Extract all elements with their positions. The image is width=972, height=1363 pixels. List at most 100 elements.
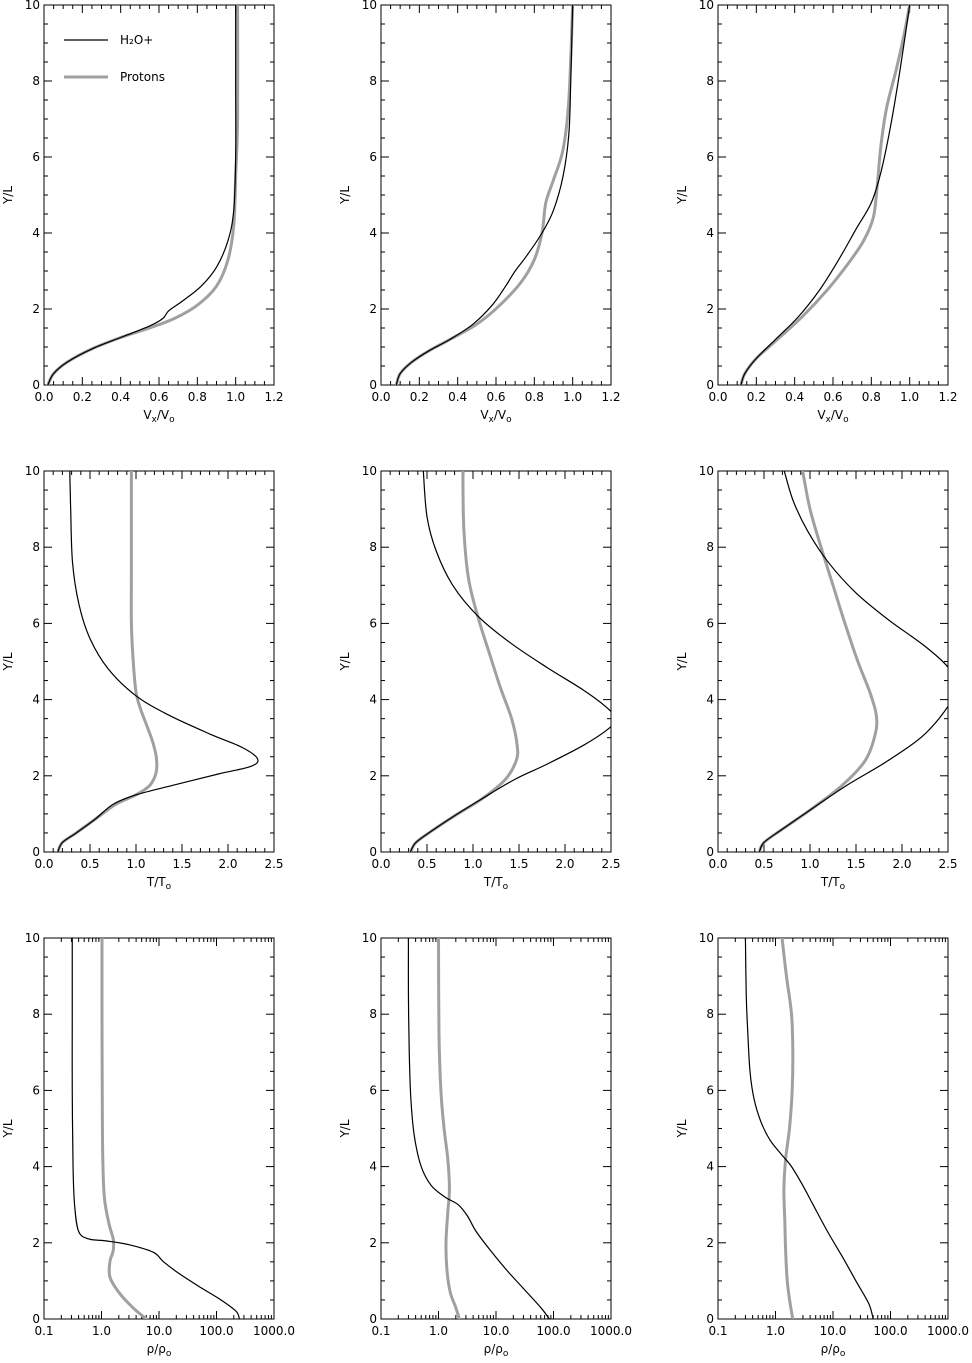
x-tick-label: 10.0 — [483, 1324, 510, 1338]
y-tick-label: 4 — [369, 693, 377, 707]
x-axis-label: Vx/Vo — [480, 408, 512, 425]
y-tick-label: 8 — [32, 540, 40, 554]
legend-label-h2o-plus: H₂O+ — [120, 33, 153, 47]
y-tick-label: 10 — [699, 931, 714, 945]
x-tick-label: 100.0 — [536, 1324, 570, 1338]
x-tick-label: 1.0 — [126, 857, 145, 871]
y-tick-label: 10 — [362, 464, 377, 478]
y-tick-label: 10 — [25, 0, 40, 12]
x-tick-label: 0.1 — [708, 1324, 727, 1338]
x-tick-label: 1.0 — [900, 390, 919, 404]
y-tick-label: 0 — [706, 378, 714, 392]
y-tick-label: 2 — [706, 302, 714, 316]
y-tick-label: 6 — [369, 616, 377, 630]
y-tick-label: 10 — [25, 464, 40, 478]
x-tick-label: 1.2 — [601, 390, 620, 404]
x-tick-label: 1.0 — [463, 857, 482, 871]
y-tick-label: 2 — [369, 769, 377, 783]
x-tick-label: 2.0 — [892, 857, 911, 871]
x-tick-label: 0.6 — [149, 390, 168, 404]
series-line-protons — [757, 471, 879, 852]
x-tick-label: 0.5 — [80, 857, 99, 871]
x-tick-label: 0.2 — [73, 390, 92, 404]
y-axis-label: Y/L — [675, 1119, 689, 1138]
x-tick-label: 1000.0 — [253, 1324, 295, 1338]
x-tick-label: 0.4 — [448, 390, 467, 404]
y-tick-label: 6 — [706, 616, 714, 630]
legend-label-protons: Protons — [120, 70, 165, 84]
y-tick-label: 0 — [369, 1312, 377, 1326]
x-tick-label: 0.5 — [754, 857, 773, 871]
x-tick-label: 1.0 — [429, 1324, 448, 1338]
y-tick-label: 4 — [706, 693, 714, 707]
y-axis-label: Y/L — [1, 652, 15, 671]
x-tick-label: 0.4 — [111, 390, 130, 404]
x-tick-label: 1.5 — [509, 857, 528, 871]
series-line-h2o-plus — [47, 5, 237, 385]
y-tick-label: 6 — [706, 1083, 714, 1097]
series-line-h2o-plus — [407, 938, 551, 1319]
x-tick-label: 0.8 — [862, 390, 881, 404]
y-tick-label: 2 — [706, 769, 714, 783]
x-axis-label: ρ/ρo — [821, 1342, 846, 1359]
panel-r1c1: 0 2 4 6 8 10 0.0 0.2 0.4 0.6 0.8 1.0 1.2 Vx/Vo Y/L H₂O+… — [1, 0, 284, 425]
y-axis-label: Y/L — [1, 1119, 15, 1138]
y-tick-label: 2 — [369, 302, 377, 316]
series-line-h2o-plus — [57, 471, 259, 852]
x-tick-label: 1.0 — [226, 390, 245, 404]
y-tick-label: 10 — [25, 931, 40, 945]
y-tick-label: 10 — [362, 931, 377, 945]
panel-r3c1: 0 2 4 6 8 10 0.1 1.0 10.0 100.0 1000.0 ρ/ρo Y/L — [1, 931, 295, 1359]
x-axis-label: T/To — [820, 875, 846, 892]
series-line-h2o-plus — [71, 938, 240, 1319]
x-tick-label: 2.0 — [555, 857, 574, 871]
y-tick-label: 0 — [32, 1312, 40, 1326]
x-tick-label: 2.0 — [218, 857, 237, 871]
y-tick-label: 8 — [369, 1007, 377, 1021]
y-axis-label: Y/L — [338, 1119, 352, 1138]
y-tick-label: 4 — [706, 1160, 714, 1174]
x-axis-label: T/To — [483, 875, 509, 892]
axes-frame — [717, 937, 949, 1320]
y-axis-label: Y/L — [675, 186, 689, 205]
y-tick-label: 6 — [32, 616, 40, 630]
y-tick-label: 6 — [369, 1083, 377, 1097]
x-tick-label: 1.2 — [938, 390, 957, 404]
x-tick-label: 0.1 — [34, 1324, 53, 1338]
x-tick-label: 2.5 — [601, 857, 620, 871]
x-tick-label: 0.4 — [785, 390, 804, 404]
y-tick-label: 4 — [369, 226, 377, 240]
x-tick-label: 1.5 — [172, 857, 191, 871]
y-axis-label: Y/L — [1, 186, 15, 205]
y-tick-label: 2 — [32, 302, 40, 316]
x-tick-label: 0.2 — [747, 390, 766, 404]
y-tick-label: 8 — [32, 1007, 40, 1021]
y-tick-label: 10 — [699, 0, 714, 12]
series-line-protons — [56, 471, 159, 852]
series-line-protons — [437, 938, 461, 1319]
axes-frame — [717, 4, 949, 386]
series-line-protons — [408, 471, 520, 852]
axes-frame — [380, 937, 612, 1320]
y-tick-label: 4 — [706, 226, 714, 240]
y-tick-label: 0 — [32, 378, 40, 392]
y-axis-label: Y/L — [338, 186, 352, 205]
series-line-h2o-plus — [409, 471, 611, 852]
y-axis-label: Y/L — [675, 652, 689, 671]
y-tick-label: 8 — [369, 74, 377, 88]
y-axis-label: Y/L — [338, 652, 352, 671]
y-tick-label: 2 — [32, 1236, 40, 1250]
x-axis-label: ρ/ρo — [484, 1342, 509, 1359]
y-tick-label: 8 — [706, 1007, 714, 1021]
x-tick-label: 0.6 — [823, 390, 842, 404]
y-tick-label: 10 — [699, 464, 714, 478]
x-tick-label: 1.0 — [766, 1324, 785, 1338]
y-tick-label: 4 — [369, 1160, 377, 1174]
x-tick-label: 0.5 — [417, 857, 436, 871]
series-line-protons — [100, 938, 148, 1319]
series-line-h2o-plus — [395, 5, 574, 385]
x-tick-label: 1.0 — [563, 390, 582, 404]
series-line-protons — [780, 938, 795, 1319]
x-axis-label: ρ/ρo — [147, 1342, 172, 1359]
x-tick-label: 1.5 — [846, 857, 865, 871]
